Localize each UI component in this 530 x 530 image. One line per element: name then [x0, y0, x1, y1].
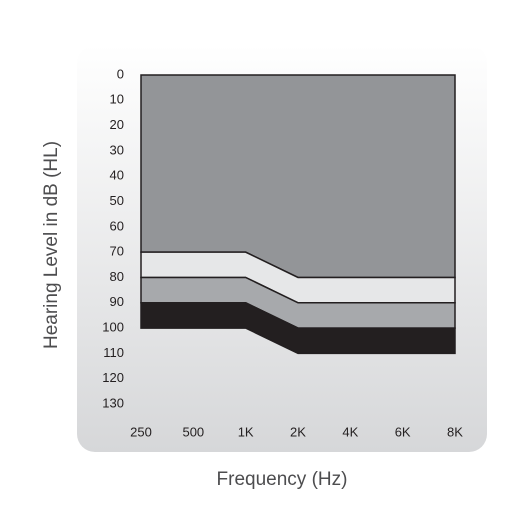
y-tick-label: 70 [110, 244, 124, 259]
area-band [140, 302, 456, 355]
y-tick-label: 30 [110, 142, 124, 157]
y-tick-label: 90 [110, 294, 124, 309]
x-tick-label: 250 [130, 424, 152, 439]
y-tick-label: 120 [102, 370, 124, 385]
x-tick-label: 1K [238, 424, 254, 439]
x-tick-label: 8K [447, 424, 463, 439]
y-tick-label: 130 [102, 395, 124, 410]
y-tick-label: 60 [110, 218, 124, 233]
y-tick-label: 100 [102, 320, 124, 335]
y-tick-label: 10 [110, 92, 124, 107]
x-tick-label: 6K [395, 424, 411, 439]
x-tick-label: 4K [342, 424, 358, 439]
y-tick-label: 40 [110, 168, 124, 183]
y-tick-label: 0 [117, 66, 124, 81]
x-axis-title: Frequency (Hz) [217, 469, 348, 490]
y-tick-label: 110 [103, 345, 124, 360]
y-tick-label: 20 [110, 117, 124, 132]
y-tick-label: 80 [110, 269, 124, 284]
x-tick-label: 2K [290, 424, 306, 439]
x-tick-label: 500 [182, 424, 204, 439]
y-tick-label: 50 [110, 193, 124, 208]
y-axis-title: Hearing Level in dB (HL) [41, 141, 62, 349]
area-band [140, 74, 456, 279]
